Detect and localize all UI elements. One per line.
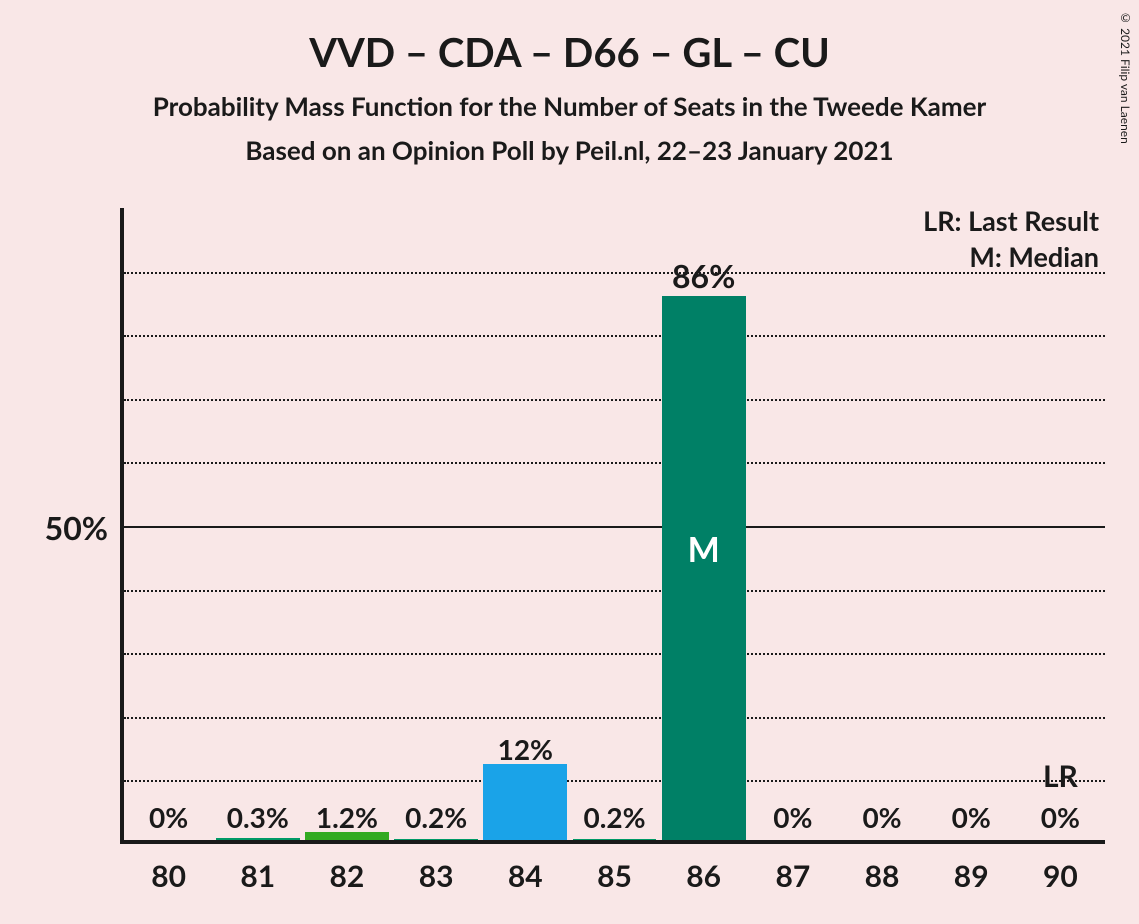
plot-area: 0%0.3%1.2%0.2%12%0.2%86%0%0%0%0% 8081828… [120, 208, 1105, 844]
gridline [124, 462, 1105, 464]
x-tick-label: 90 [1008, 858, 1112, 894]
bar [216, 838, 300, 840]
bar-value-label: 0.2% [563, 800, 667, 834]
bar-value-label: 12% [473, 732, 577, 766]
gridline [124, 653, 1105, 655]
chart-subtitle-1: Probability Mass Function for the Number… [0, 90, 1139, 122]
legend-lr: LR: Last Result [923, 204, 1099, 237]
gridline [124, 780, 1105, 782]
copyright-text: © 2021 Filip van Laenen [1118, 10, 1133, 144]
gridline [124, 590, 1105, 592]
bar-value-label: 0% [1008, 800, 1112, 834]
chart-subtitle-2: Based on an Opinion Poll by Peil.nl, 22–… [0, 134, 1139, 166]
gridline [124, 272, 1105, 274]
gridline [124, 717, 1105, 719]
y-axis-label-50: 50% [8, 508, 108, 547]
median-marker: M [662, 529, 746, 570]
bar [394, 839, 478, 840]
x-axis [120, 840, 1105, 844]
legend-m: M: Median [969, 240, 1099, 273]
bar-value-label: 86% [652, 256, 756, 295]
gridline [124, 335, 1105, 337]
lr-marker: LR [1008, 758, 1112, 794]
bar [573, 839, 657, 840]
bar-value-label: 0.2% [384, 800, 488, 834]
chart-title: VVD – CDA – D66 – GL – CU [0, 0, 1139, 76]
gridline-solid [124, 526, 1105, 528]
gridline [124, 399, 1105, 401]
bar [483, 764, 567, 840]
